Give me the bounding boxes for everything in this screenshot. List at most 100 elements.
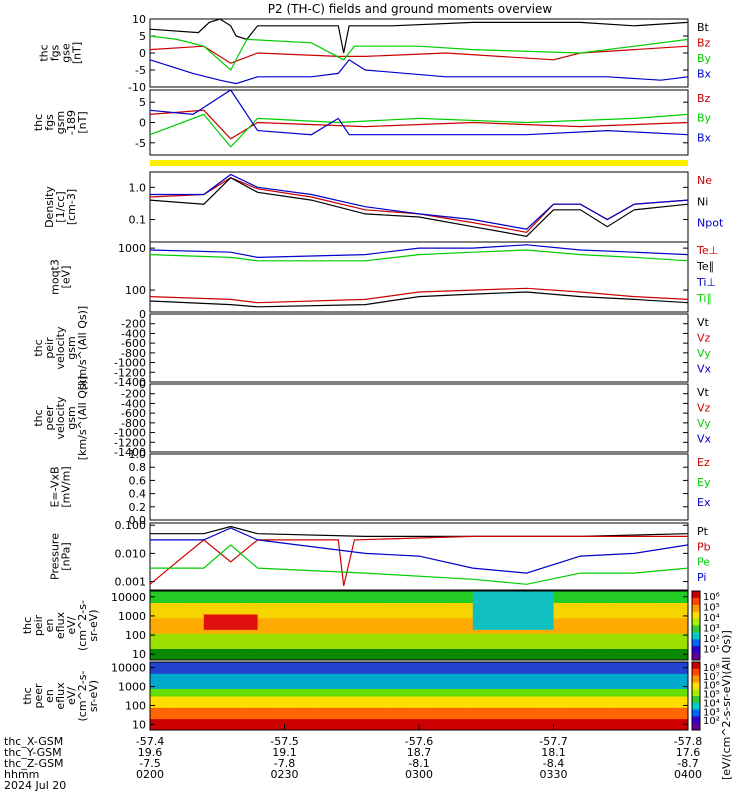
spectro-cell <box>257 610 268 615</box>
spectro-cell <box>185 591 196 596</box>
spectro-cell <box>230 614 241 619</box>
spectro-cell <box>508 644 519 649</box>
spectro-cell <box>571 714 581 720</box>
spectro-cell <box>499 722 510 727</box>
spectro-cell <box>338 625 348 630</box>
spectro-cell <box>419 621 429 626</box>
spectro-cell <box>248 591 259 596</box>
spectro-cell <box>374 637 384 642</box>
spectro-cell <box>383 669 393 674</box>
spectro-cell <box>571 621 581 626</box>
spectro-cell <box>302 714 312 720</box>
spectro-cell <box>562 677 572 682</box>
spectro-cell <box>356 669 366 674</box>
spectro-cell <box>598 699 608 705</box>
spectro-cell <box>266 722 277 727</box>
spectro-cell <box>167 640 178 646</box>
spectro-cell <box>508 673 519 678</box>
y-tick-label: 0.1 <box>129 214 147 227</box>
spectro-cell <box>463 711 474 716</box>
x-tick-label: 18.7 <box>407 746 432 759</box>
spectro-cell <box>419 696 429 701</box>
spectro-cell <box>212 711 223 716</box>
spectro-cell <box>167 606 178 611</box>
spectro-cell <box>257 692 268 697</box>
spectro-cell <box>338 703 348 708</box>
spectro-cell <box>239 688 250 693</box>
spectro-cell <box>661 606 671 611</box>
spectro-cell <box>356 625 366 630</box>
y-tick-label: -1200 <box>114 366 146 379</box>
spectro-cell <box>284 722 294 727</box>
spectro-cell <box>302 665 312 671</box>
spectro-cell <box>185 673 196 678</box>
spectro-cell <box>248 644 259 649</box>
spectro-cell <box>454 640 465 646</box>
spectro-cell <box>571 703 581 708</box>
spectro-cell <box>643 656 653 661</box>
y-axis-label: velocity <box>54 396 67 439</box>
spectro-cell <box>401 640 411 646</box>
spectro-cell <box>320 606 330 611</box>
spectro-cell <box>616 598 626 603</box>
spectro-cell <box>643 711 653 716</box>
spectro-cell <box>239 699 250 705</box>
spectro-cell <box>221 633 232 638</box>
spectro-cell <box>347 677 357 682</box>
spectro-cell <box>652 722 662 727</box>
y-axis-label: thc <box>21 687 34 704</box>
spectro-cell <box>257 665 268 671</box>
x-tick-label: -7.8 <box>274 757 295 770</box>
spectro-cell <box>257 633 268 638</box>
spectro-cell <box>436 625 447 630</box>
spectro-cell <box>275 648 285 653</box>
spectro-cell <box>445 665 456 671</box>
spectro-cell <box>185 648 196 653</box>
spectro-cell <box>481 602 492 607</box>
spectro-cell <box>562 614 572 619</box>
spectro-cell <box>338 711 348 716</box>
spectro-cell <box>499 633 510 638</box>
spectro-cell <box>248 606 259 611</box>
spectro-cell <box>383 594 393 600</box>
spectro-cell <box>257 684 268 689</box>
spectro-cell <box>553 722 563 727</box>
spectro-cell <box>266 640 277 646</box>
spectro-cell <box>490 726 501 731</box>
spectro-cell <box>553 699 563 705</box>
spectro-cell <box>248 688 259 693</box>
spectro-cell <box>634 699 644 705</box>
spectro-cell <box>284 652 294 657</box>
spectro-cell <box>194 637 205 642</box>
spectro-cell <box>589 610 599 615</box>
spectro-cell <box>472 699 483 705</box>
spectro-cell <box>526 680 537 686</box>
spectro-cell <box>239 648 250 653</box>
spectro-cell <box>598 703 608 708</box>
spectro-cell <box>221 610 232 615</box>
colorbar-tick-label: 10⁴ <box>703 613 720 624</box>
spectro-cell <box>661 722 671 727</box>
spectro-cell <box>410 614 420 619</box>
spectro-cell <box>194 703 205 708</box>
spectro-cell <box>544 625 554 630</box>
spectro-cell <box>176 707 187 712</box>
spectro-cell <box>634 684 644 689</box>
spectro-cell <box>634 692 644 697</box>
spectro-cell <box>427 644 438 649</box>
spectro-cell <box>625 610 635 615</box>
spectro-cell <box>266 598 277 603</box>
spectro-cell <box>248 707 259 712</box>
spectro-cell <box>284 703 294 708</box>
spectro-cell <box>544 684 554 689</box>
legend-Ni: Ni <box>697 195 708 208</box>
spectro-cell <box>643 680 653 686</box>
spectro-cell <box>490 696 501 701</box>
spectro-cell <box>607 591 617 596</box>
spectro-cell <box>338 633 348 638</box>
spectro-cell <box>311 669 321 674</box>
spectro-cell <box>392 680 402 686</box>
spectro-cell <box>410 677 420 682</box>
spectro-cell <box>481 598 492 603</box>
spectro-cell <box>571 662 581 667</box>
